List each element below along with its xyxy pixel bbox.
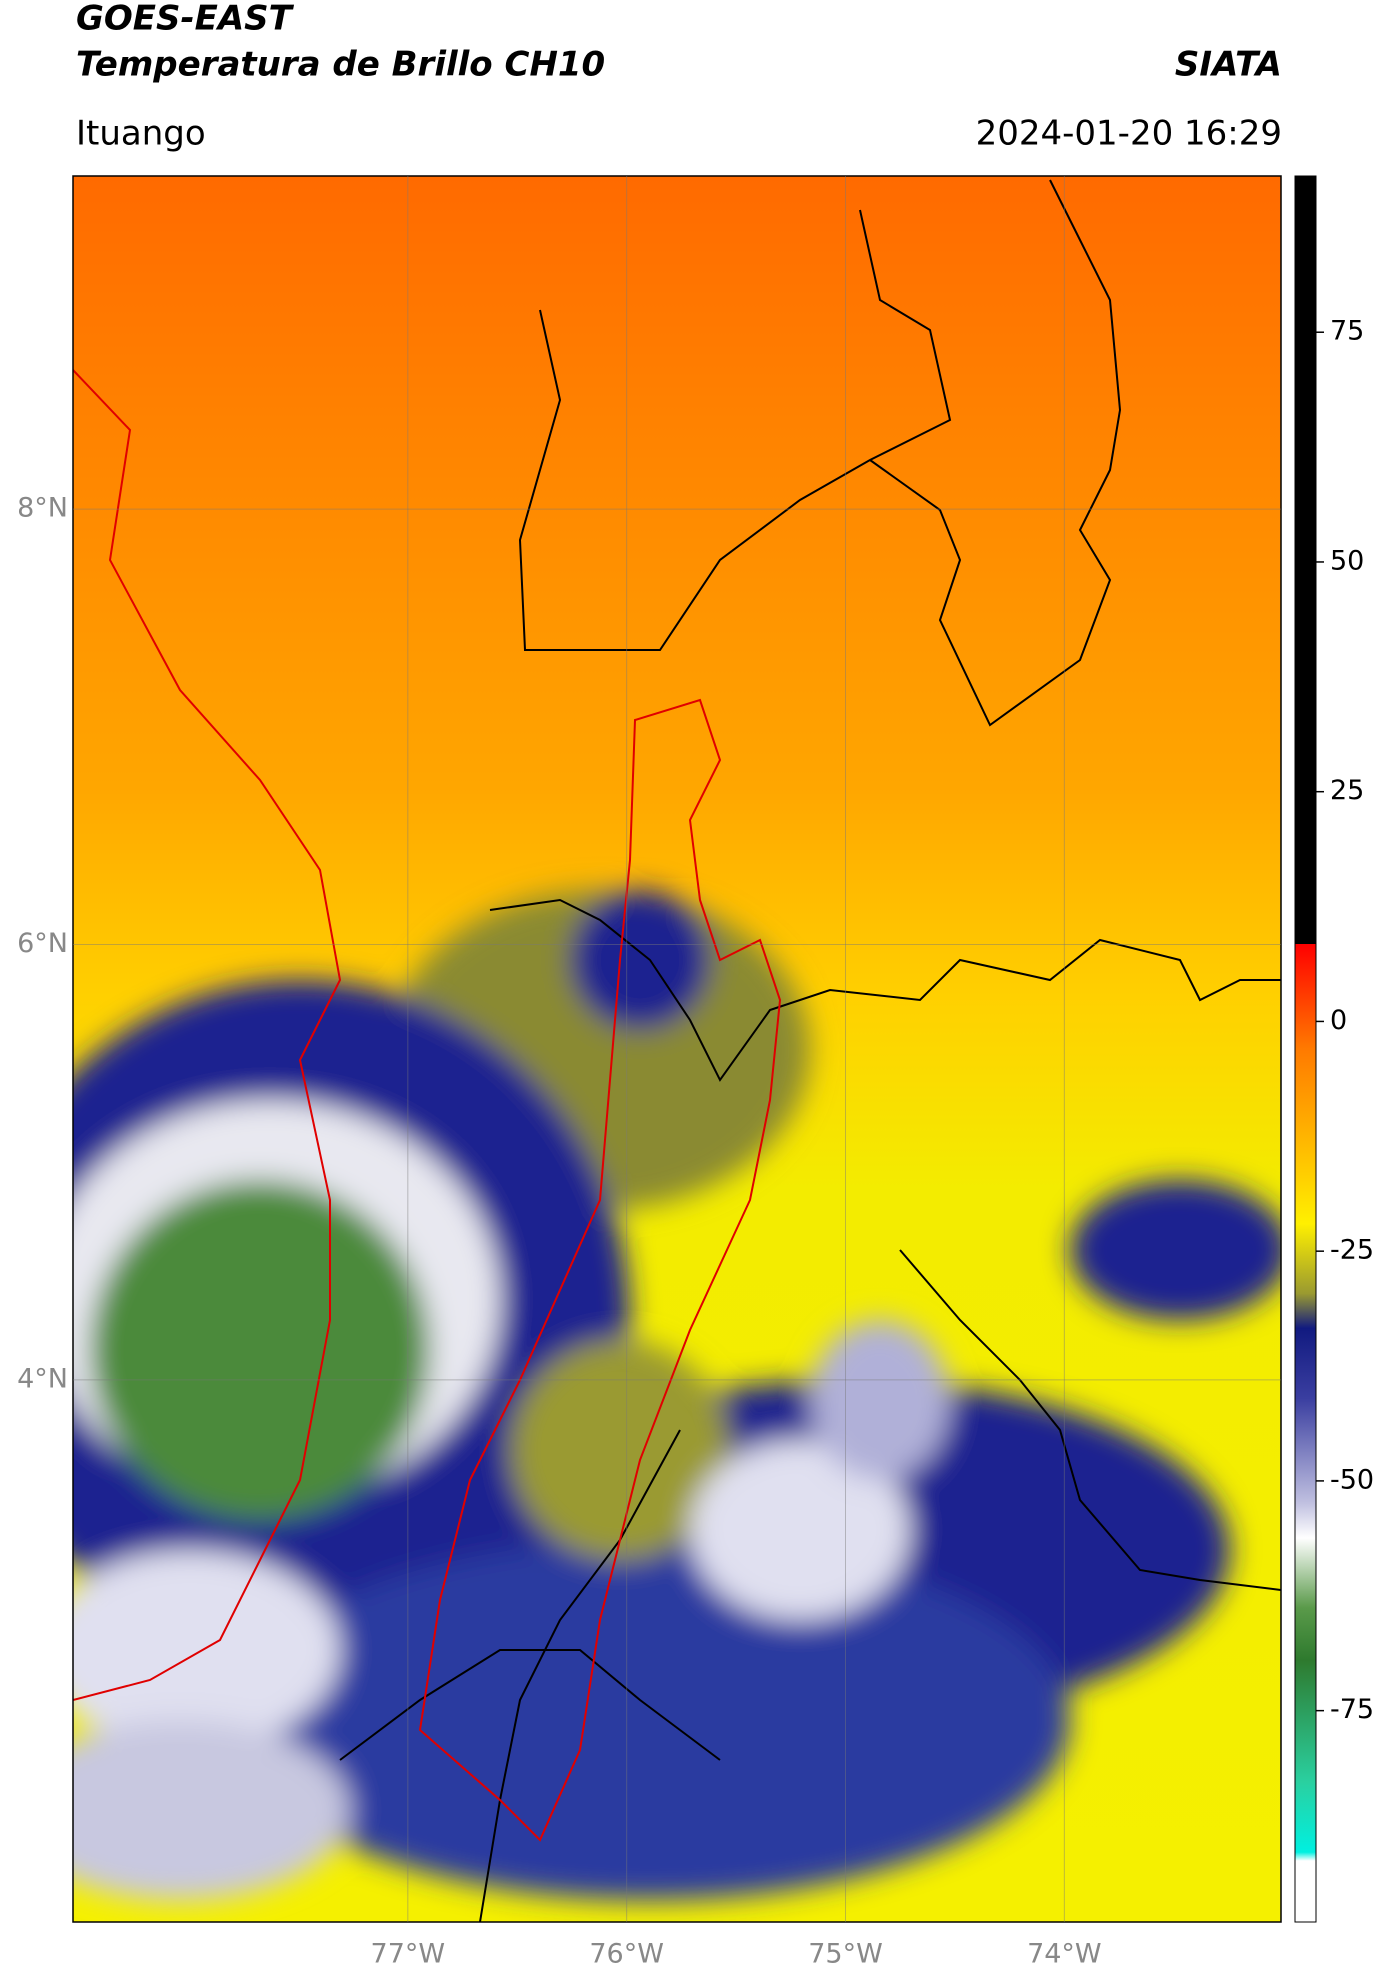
borders	[339, 179, 1281, 1922]
region: Ituango	[76, 114, 206, 154]
lon-label: 75°W	[808, 1939, 883, 1970]
source: SIATA	[1175, 45, 1282, 85]
graticule	[73, 176, 1281, 1922]
lat-label: 4°N	[17, 1363, 68, 1394]
colorbar-tick-label: -50	[1330, 1464, 1374, 1495]
colorbar-tick-label: 0	[1330, 1005, 1347, 1036]
colorbar	[1294, 175, 1317, 1923]
map-frame	[72, 175, 1282, 1923]
map-image	[73, 176, 1281, 1922]
title: GOES-EAST	[76, 0, 295, 39]
timestamp: 2024-01-20 16:29	[976, 114, 1282, 154]
lon-label: 74°W	[1027, 1939, 1102, 1970]
lat-label: 6°N	[17, 928, 68, 959]
lat-label: 8°N	[17, 493, 68, 524]
lon-label: 77°W	[371, 1939, 446, 1970]
colorbar-tick-label: -25	[1330, 1235, 1374, 1266]
colorbar-tick-label: 25	[1330, 775, 1364, 806]
colorbar-tick-label: 50	[1330, 545, 1364, 576]
colorbar-tick-label: 75	[1330, 316, 1364, 347]
region-outline	[73, 369, 782, 1842]
colorbar-tick-label: -75	[1330, 1694, 1374, 1725]
lon-label: 76°W	[589, 1939, 664, 1970]
subtitle: Temperatura de Brillo CH10	[76, 45, 605, 85]
